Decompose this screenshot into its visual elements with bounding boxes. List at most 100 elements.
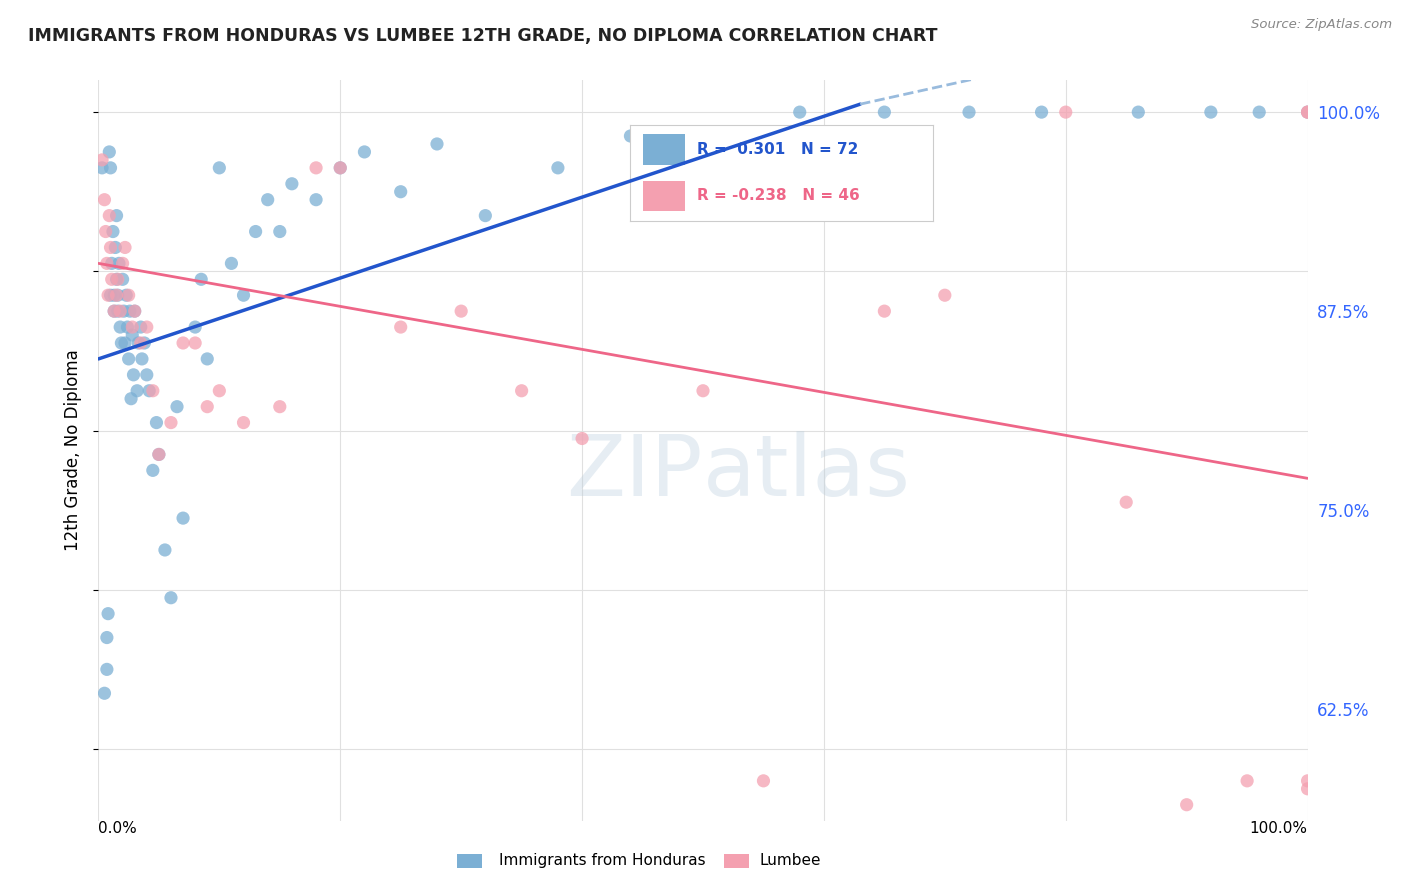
Point bbox=[692, 384, 714, 398]
Point bbox=[160, 591, 183, 605]
Point bbox=[107, 272, 129, 286]
Point bbox=[195, 351, 218, 366]
Point bbox=[1175, 797, 1198, 812]
Point bbox=[1296, 105, 1319, 120]
Point bbox=[114, 336, 136, 351]
Point bbox=[127, 336, 149, 351]
Point bbox=[510, 384, 533, 398]
Point bbox=[134, 336, 156, 351]
Point bbox=[190, 272, 212, 286]
Point bbox=[112, 304, 135, 318]
Point bbox=[474, 209, 496, 223]
Point bbox=[127, 384, 149, 398]
Point bbox=[148, 447, 170, 461]
Point bbox=[96, 256, 118, 270]
Point bbox=[94, 225, 117, 239]
Point bbox=[329, 161, 352, 175]
Point bbox=[111, 272, 134, 286]
Point bbox=[135, 368, 157, 382]
Point bbox=[107, 304, 129, 318]
Point bbox=[93, 686, 115, 700]
Point bbox=[100, 272, 122, 286]
Text: ZIP: ZIP bbox=[567, 431, 703, 514]
Point bbox=[121, 320, 143, 334]
Point bbox=[110, 336, 132, 351]
Point bbox=[142, 384, 165, 398]
Point bbox=[105, 209, 128, 223]
Point bbox=[100, 288, 122, 302]
Point bbox=[124, 304, 146, 318]
Point bbox=[957, 105, 980, 120]
Point bbox=[114, 240, 136, 254]
Point bbox=[547, 161, 569, 175]
Point bbox=[117, 320, 139, 334]
Point bbox=[269, 225, 291, 239]
Text: IMMIGRANTS FROM HONDURAS VS LUMBEE 12TH GRADE, NO DIPLOMA CORRELATION CHART: IMMIGRANTS FROM HONDURAS VS LUMBEE 12TH … bbox=[28, 27, 938, 45]
Point bbox=[1296, 105, 1319, 120]
Point bbox=[103, 304, 125, 318]
Point bbox=[96, 631, 118, 645]
Point bbox=[692, 145, 714, 159]
Text: Source: ZipAtlas.com: Source: ZipAtlas.com bbox=[1251, 18, 1392, 31]
Point bbox=[108, 256, 131, 270]
Point bbox=[115, 288, 138, 302]
Point bbox=[98, 145, 121, 159]
Point bbox=[145, 416, 167, 430]
Point bbox=[129, 336, 152, 351]
Point bbox=[122, 368, 145, 382]
Point bbox=[124, 304, 146, 318]
Point bbox=[208, 384, 231, 398]
Text: Immigrants from Honduras: Immigrants from Honduras bbox=[499, 854, 706, 868]
Point bbox=[1236, 773, 1258, 788]
Text: 100.0%: 100.0% bbox=[1250, 821, 1308, 836]
Y-axis label: 12th Grade, No Diploma: 12th Grade, No Diploma bbox=[65, 350, 83, 551]
Point bbox=[91, 161, 114, 175]
Point bbox=[873, 304, 896, 318]
Point bbox=[101, 225, 124, 239]
Point bbox=[98, 209, 121, 223]
Point bbox=[129, 320, 152, 334]
Point bbox=[100, 161, 122, 175]
Point bbox=[105, 288, 128, 302]
Point bbox=[100, 256, 122, 270]
Point bbox=[873, 105, 896, 120]
Point bbox=[269, 400, 291, 414]
Point bbox=[104, 240, 127, 254]
Point bbox=[232, 416, 254, 430]
Point bbox=[96, 662, 118, 676]
Point bbox=[184, 336, 207, 351]
Point bbox=[111, 256, 134, 270]
Point bbox=[118, 351, 141, 366]
Point bbox=[105, 272, 128, 286]
Point bbox=[172, 511, 194, 525]
Point bbox=[172, 336, 194, 351]
Point bbox=[1296, 105, 1319, 120]
Point bbox=[221, 256, 243, 270]
Point bbox=[305, 193, 328, 207]
Point bbox=[148, 447, 170, 461]
Text: Lumbee: Lumbee bbox=[759, 854, 821, 868]
Point bbox=[389, 185, 412, 199]
Point bbox=[1249, 105, 1271, 120]
Point bbox=[752, 773, 775, 788]
Text: atlas: atlas bbox=[703, 431, 911, 514]
Point bbox=[934, 288, 956, 302]
Point bbox=[281, 177, 304, 191]
Point bbox=[97, 288, 120, 302]
Point bbox=[1054, 105, 1077, 120]
Point bbox=[153, 543, 176, 558]
Point bbox=[426, 136, 449, 151]
Point bbox=[107, 288, 129, 302]
Point bbox=[160, 416, 183, 430]
Point bbox=[389, 320, 412, 334]
Point bbox=[353, 145, 375, 159]
Point bbox=[208, 161, 231, 175]
Point bbox=[1031, 105, 1053, 120]
Point bbox=[450, 304, 472, 318]
Point bbox=[100, 240, 122, 254]
Point bbox=[103, 288, 125, 302]
Point bbox=[305, 161, 328, 175]
Point bbox=[118, 288, 141, 302]
Point bbox=[108, 320, 131, 334]
Point bbox=[93, 193, 115, 207]
